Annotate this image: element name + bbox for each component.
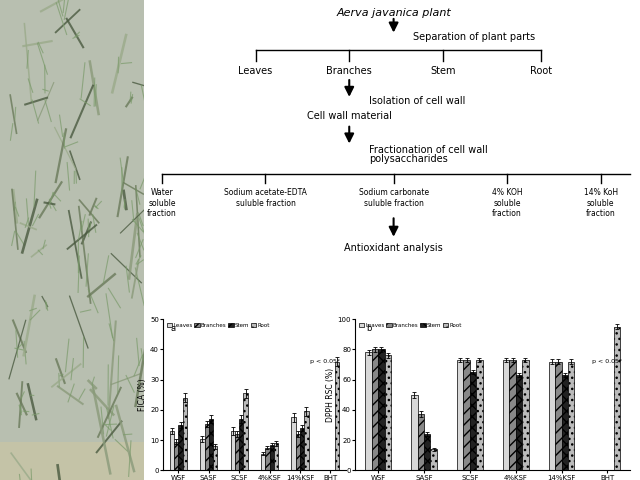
- Bar: [431, 449, 437, 470]
- Bar: [417, 414, 424, 470]
- Text: a: a: [170, 324, 175, 333]
- Bar: [335, 361, 339, 470]
- Text: p < 0.05*: p < 0.05*: [592, 359, 622, 364]
- Bar: [424, 434, 431, 470]
- Bar: [457, 360, 463, 470]
- Bar: [555, 361, 562, 470]
- Bar: [230, 431, 235, 470]
- Text: Root: Root: [531, 66, 552, 76]
- Bar: [463, 360, 470, 470]
- Bar: [274, 443, 278, 470]
- Bar: [269, 444, 274, 470]
- Bar: [266, 448, 269, 470]
- Bar: [385, 356, 391, 470]
- Text: b: b: [366, 324, 372, 333]
- Y-axis label: FICA (%): FICA (%): [138, 379, 147, 411]
- Text: Cell wall material: Cell wall material: [307, 111, 392, 121]
- Bar: [470, 372, 476, 470]
- Bar: [378, 349, 385, 470]
- Text: Aerva javanica plant: Aerva javanica plant: [336, 8, 451, 18]
- Bar: [235, 434, 239, 470]
- Bar: [174, 442, 179, 470]
- Legend: Leaves, Branches, Stem, Root: Leaves, Branches, Stem, Root: [358, 322, 463, 328]
- Bar: [568, 361, 575, 470]
- Legend: Leaves, Branches, Stem, Root: Leaves, Branches, Stem, Root: [166, 322, 271, 328]
- Bar: [239, 419, 243, 470]
- Text: Branches: Branches: [326, 66, 372, 76]
- Bar: [0, 442, 144, 480]
- Text: Water
soluble
fraction: Water soluble fraction: [147, 188, 177, 218]
- Text: Sodium carbonate
suluble fraction: Sodium carbonate suluble fraction: [358, 188, 429, 207]
- Y-axis label: DPPH RSC (%): DPPH RSC (%): [326, 368, 335, 422]
- Bar: [243, 393, 248, 470]
- Text: Leaves: Leaves: [239, 66, 273, 76]
- Bar: [170, 431, 174, 470]
- Bar: [209, 419, 213, 470]
- Text: p < 0.05*: p < 0.05*: [310, 359, 340, 364]
- Bar: [261, 454, 266, 470]
- Bar: [476, 360, 483, 470]
- Text: 14% KoH
soluble
fraction: 14% KoH soluble fraction: [584, 188, 618, 218]
- Bar: [509, 360, 516, 470]
- Bar: [365, 352, 372, 470]
- Bar: [213, 446, 218, 470]
- Bar: [291, 418, 296, 470]
- Text: Separation of plant parts: Separation of plant parts: [413, 32, 536, 42]
- Text: Stem: Stem: [430, 66, 456, 76]
- Text: 4% KOH
soluble
fraction: 4% KOH soluble fraction: [492, 188, 522, 218]
- Text: Fractionation of cell wall: Fractionation of cell wall: [369, 144, 488, 155]
- Bar: [562, 375, 568, 470]
- Bar: [522, 360, 529, 470]
- Bar: [296, 434, 300, 470]
- Bar: [411, 395, 417, 470]
- Text: Antioxidant analysis: Antioxidant analysis: [344, 242, 443, 252]
- Bar: [179, 425, 182, 470]
- Bar: [205, 423, 209, 470]
- Bar: [300, 428, 304, 470]
- Bar: [200, 439, 205, 470]
- Text: Sodium acetate-EDTA
suluble fraction: Sodium acetate-EDTA suluble fraction: [224, 188, 307, 207]
- Bar: [503, 360, 509, 470]
- Bar: [372, 349, 378, 470]
- Bar: [304, 411, 308, 470]
- Bar: [614, 327, 620, 470]
- Bar: [516, 375, 522, 470]
- Text: Isolation of cell wall: Isolation of cell wall: [369, 96, 465, 106]
- Bar: [182, 398, 187, 470]
- Bar: [548, 361, 555, 470]
- Text: polysaccharides: polysaccharides: [369, 154, 448, 164]
